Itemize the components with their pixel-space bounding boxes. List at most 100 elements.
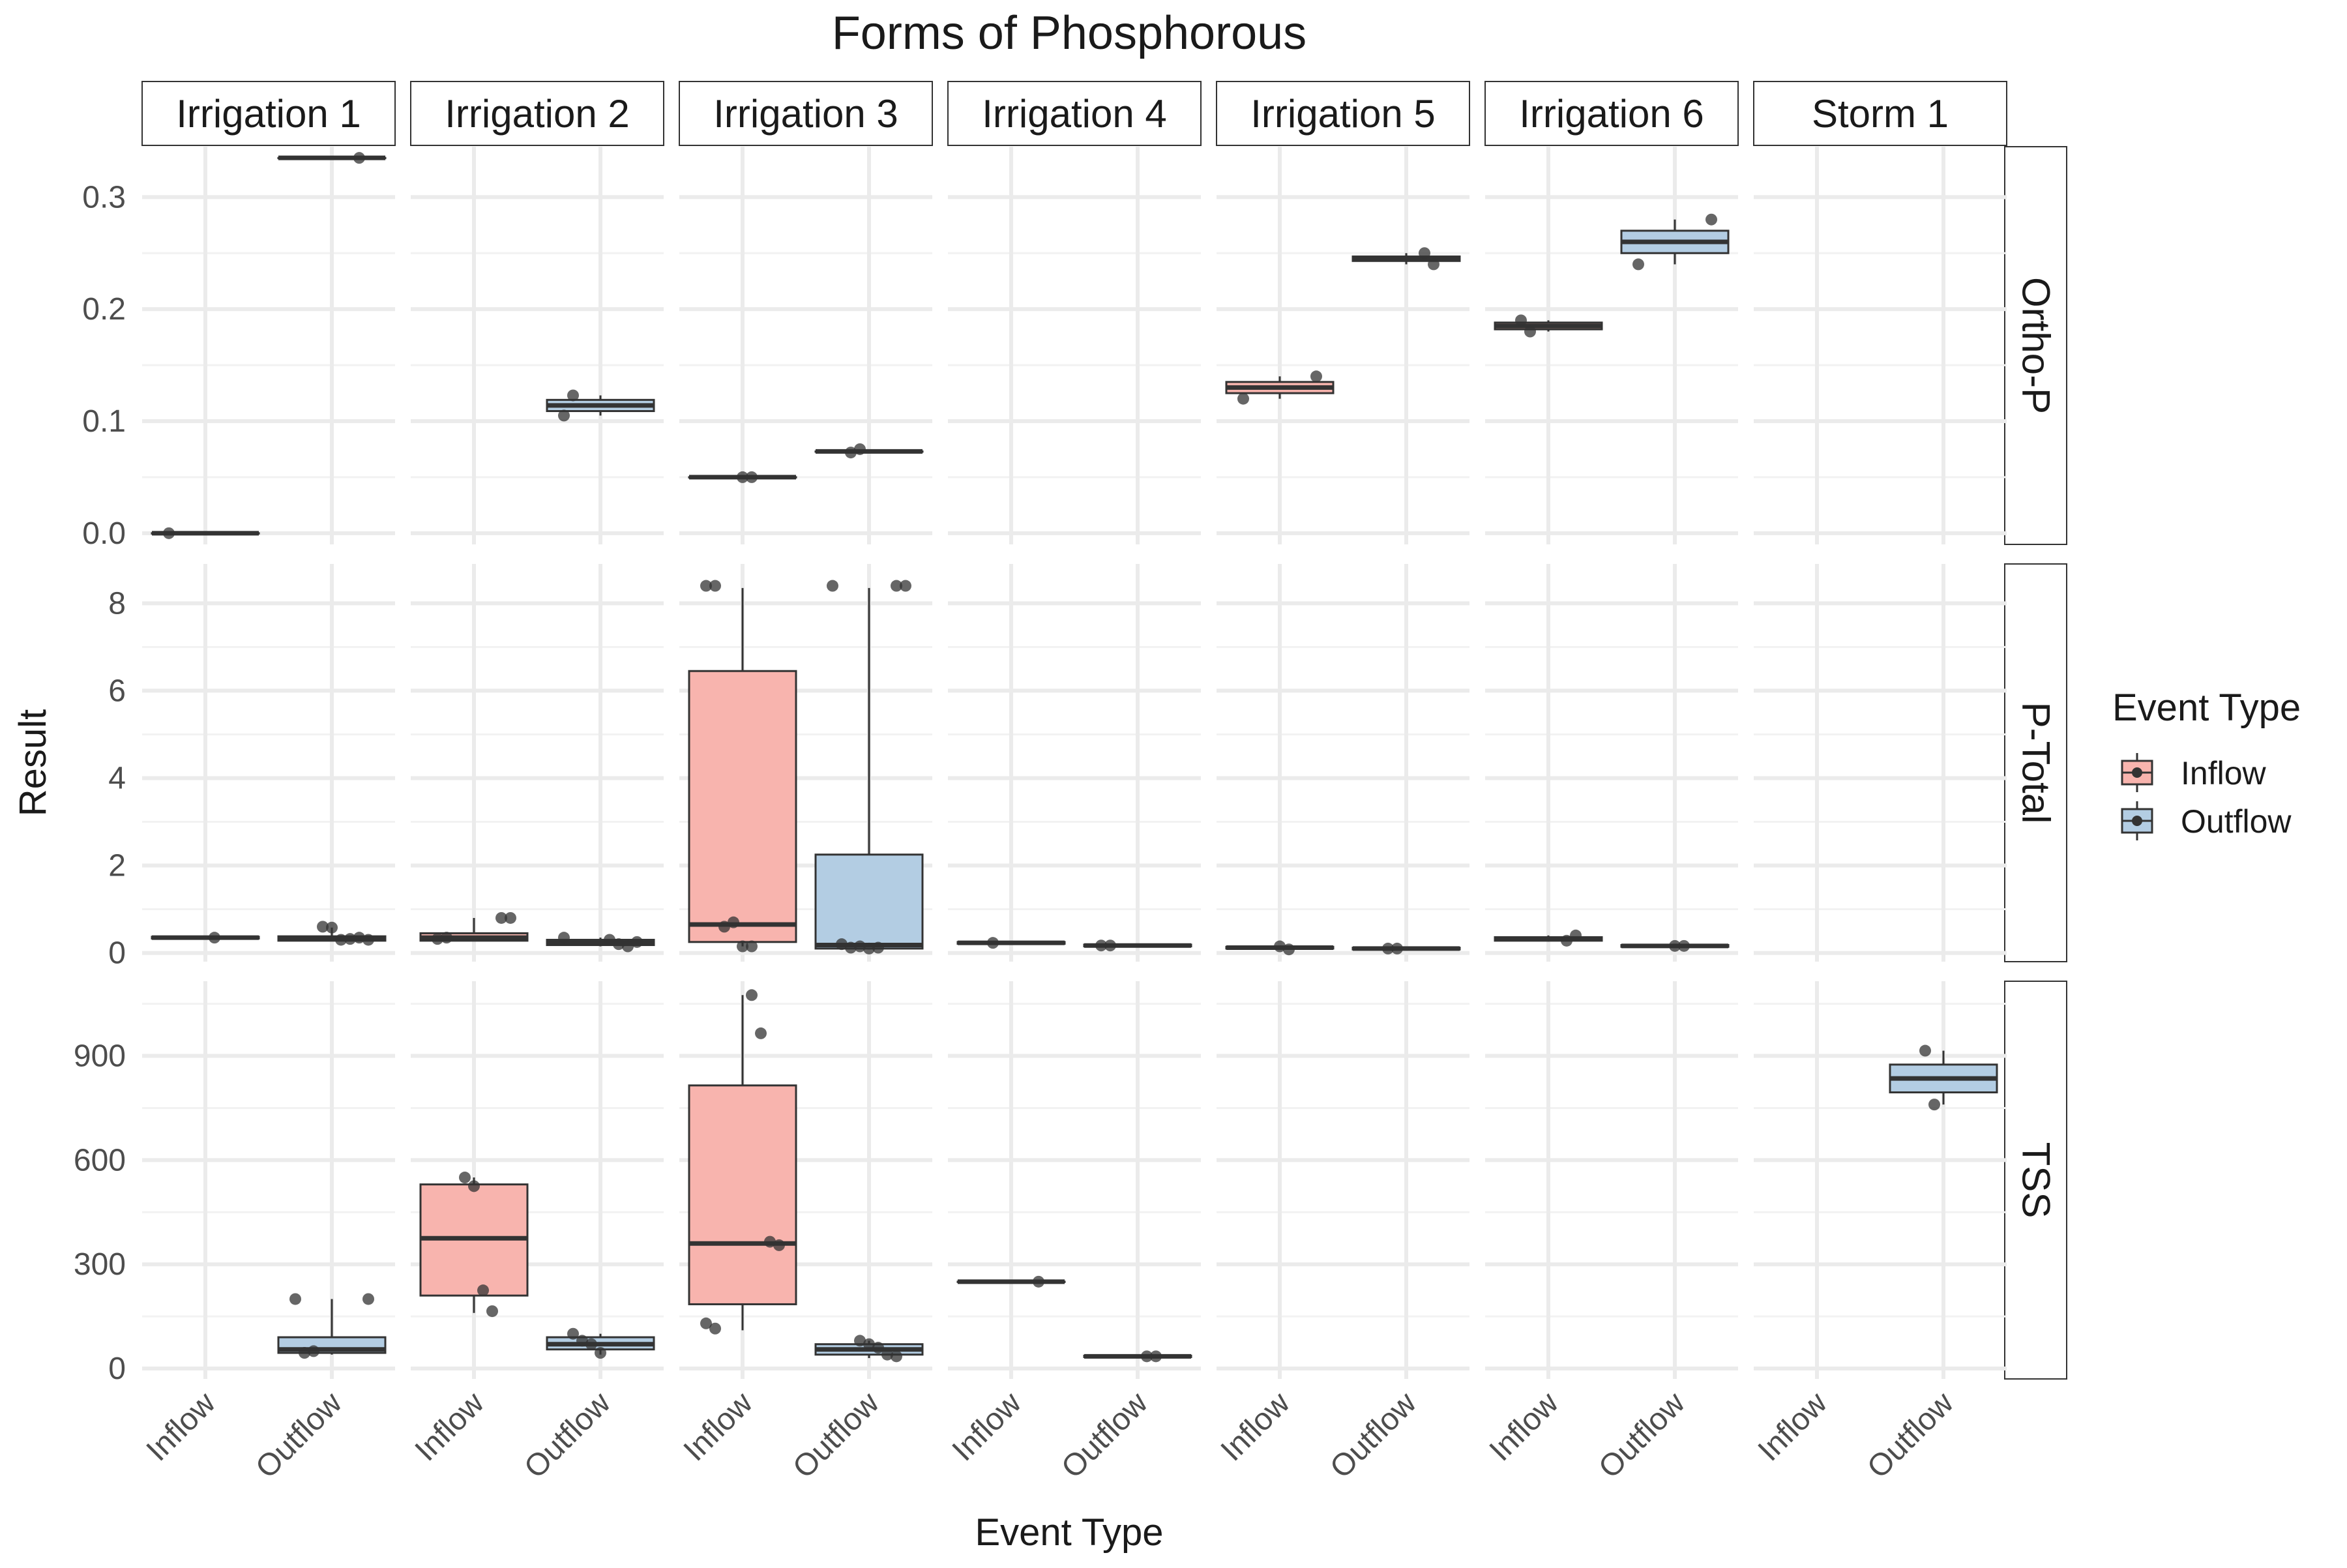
data-point xyxy=(718,921,730,933)
y-tick-label: 0 xyxy=(108,936,126,971)
panel-P-Total-Irrigation 1 xyxy=(142,564,395,962)
data-point xyxy=(209,932,220,944)
x-tick-label: Inflow xyxy=(677,1385,760,1468)
x-tick-label: Inflow xyxy=(1215,1385,1297,1468)
data-point xyxy=(1428,258,1439,271)
data-point xyxy=(308,1345,319,1357)
data-point xyxy=(317,921,329,933)
data-point xyxy=(863,1338,875,1350)
panel-Ortho-P-Irrigation 4 xyxy=(948,147,1201,544)
data-point xyxy=(585,1338,597,1350)
x-axis-title: Event Type xyxy=(975,1511,1163,1554)
data-point xyxy=(163,527,175,539)
data-point xyxy=(567,389,579,402)
box-inflow xyxy=(688,989,797,1335)
data-point xyxy=(362,1293,374,1305)
panel-TSS-Irrigation 1 xyxy=(142,981,395,1379)
x-tick-label: Outflow xyxy=(1861,1385,1960,1485)
facet-strip-1 xyxy=(410,81,664,146)
panel-Ortho-P-Storm 1 xyxy=(1754,147,2007,544)
facet-strip-2 xyxy=(679,81,933,146)
y-tick-label: 0.3 xyxy=(82,180,126,214)
box-outflow xyxy=(1351,942,1461,954)
row-strip-0 xyxy=(2004,146,2067,545)
data-point xyxy=(335,934,347,946)
box-outflow xyxy=(546,932,655,953)
box-body xyxy=(688,670,797,943)
data-point xyxy=(486,1305,498,1318)
y-tick-label: 0 xyxy=(108,1352,126,1386)
x-tick-label: Inflow xyxy=(946,1385,1028,1468)
panel-Ortho-P-Irrigation 5 xyxy=(1217,147,1469,544)
box-body xyxy=(688,1084,797,1305)
facet-strip-label: Irrigation 4 xyxy=(982,92,1166,136)
data-point xyxy=(1705,213,1717,226)
panel-Ortho-P-Irrigation 2 xyxy=(411,147,664,544)
data-point xyxy=(854,940,866,953)
box-outflow xyxy=(1889,1044,1998,1111)
legend-key-point xyxy=(2132,816,2142,826)
row-strip-2 xyxy=(2004,981,2067,1380)
data-point xyxy=(1095,939,1107,952)
data-point xyxy=(845,941,857,954)
data-point xyxy=(728,916,739,928)
box-outflow xyxy=(1083,939,1192,952)
data-point xyxy=(709,580,721,592)
facet-strip-4 xyxy=(1216,81,1470,146)
legend-item-inflow: Inflow xyxy=(2121,753,2267,792)
panel-TSS-Irrigation 6 xyxy=(1485,981,1738,1379)
row-strip-label: P-Total xyxy=(2015,702,2058,824)
data-point xyxy=(872,941,884,954)
y-tick-label: 8 xyxy=(108,586,126,621)
panel-P-Total-Storm 1 xyxy=(1754,564,2007,962)
data-point xyxy=(1678,939,1690,952)
facet-strip-3 xyxy=(947,81,1202,146)
data-point xyxy=(746,989,758,1001)
legend-key-point xyxy=(2132,767,2142,778)
box-outflow xyxy=(277,1293,387,1359)
panel-P-Total-Irrigation 2 xyxy=(411,564,664,962)
y-tick-label: 0.2 xyxy=(82,292,126,327)
data-point xyxy=(289,1293,301,1305)
box-outflow xyxy=(1620,939,1730,952)
data-point xyxy=(1669,939,1681,952)
y-tick-label: 900 xyxy=(74,1039,126,1074)
facet-strip-label: Storm 1 xyxy=(1812,92,1949,136)
data-point xyxy=(622,940,634,953)
data-point xyxy=(863,942,875,954)
x-tick-label: Outflow xyxy=(249,1385,349,1485)
data-point xyxy=(441,932,452,944)
box-outflow xyxy=(277,921,387,946)
data-point xyxy=(1141,1350,1153,1363)
data-point xyxy=(353,152,365,164)
data-point xyxy=(505,911,516,924)
data-point xyxy=(558,409,570,422)
legend-title: Event Type xyxy=(2112,687,2301,729)
panel-P-Total-Irrigation 4 xyxy=(948,564,1201,962)
x-tick-label: Outflow xyxy=(518,1385,617,1485)
box-inflow xyxy=(1494,929,1603,947)
panel-TSS-Irrigation 3 xyxy=(679,981,932,1379)
data-point xyxy=(891,1350,902,1363)
data-point xyxy=(1310,370,1322,383)
facet-strip-6 xyxy=(1753,81,2007,146)
facet-strip-label: Irrigation 3 xyxy=(713,92,898,136)
facet-strip-label: Irrigation 6 xyxy=(1519,92,1704,136)
data-point xyxy=(891,580,902,592)
data-point xyxy=(1391,942,1403,954)
facet-strip-5 xyxy=(1484,81,1739,146)
y-tick-label: 600 xyxy=(74,1143,126,1177)
data-point xyxy=(1515,314,1527,327)
data-point xyxy=(468,1180,480,1192)
data-point xyxy=(353,932,365,944)
data-point xyxy=(1570,929,1582,941)
box-outflow xyxy=(1351,247,1461,271)
data-point xyxy=(1237,392,1249,405)
data-point xyxy=(567,1327,579,1340)
data-point xyxy=(881,1348,893,1361)
data-point xyxy=(854,443,866,455)
box-outflow xyxy=(814,580,924,954)
data-point xyxy=(362,934,374,946)
data-point xyxy=(836,938,848,951)
